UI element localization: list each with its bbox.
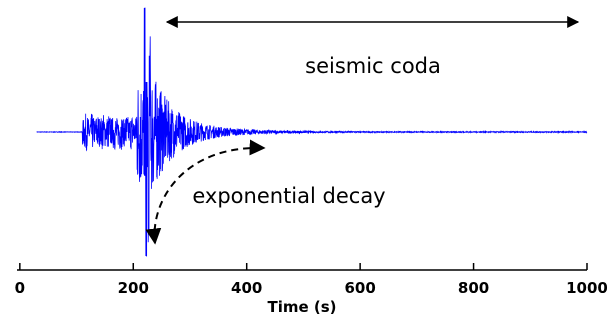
x-tick-label: 0 [15,279,25,297]
coda-label: seismic coda [305,54,441,78]
x-tick-label: 400 [231,279,262,297]
x-tick-label: 600 [344,279,375,297]
x-tick-label: 1000 [566,279,607,297]
decay-arrow [145,139,266,245]
x-axis-ticks: 0 200 400 600 800 1000 [15,263,607,297]
seismogram-line [36,7,588,257]
seismogram-waveform [36,7,588,257]
x-tick-label: 200 [118,279,149,297]
x-tick-label: 800 [458,279,489,297]
x-axis-title: Time (s) [267,298,336,316]
decay-label: exponential decay [192,184,385,208]
